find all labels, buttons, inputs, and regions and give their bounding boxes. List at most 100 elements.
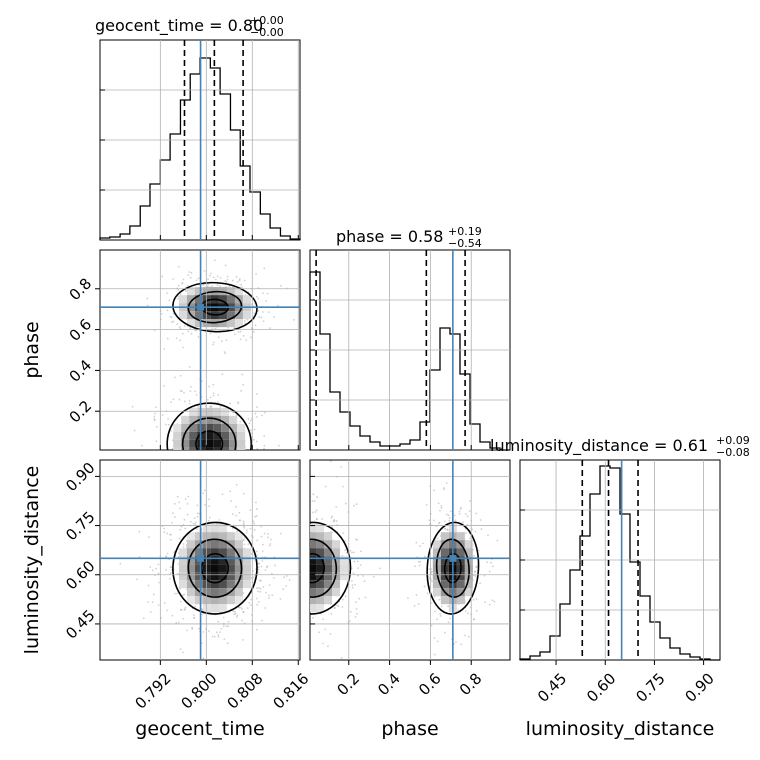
- density-cell: [316, 604, 325, 613]
- sample-point: [310, 509, 312, 511]
- sample-point: [224, 264, 227, 267]
- sample-point: [285, 550, 287, 552]
- sample-point: [237, 490, 239, 492]
- sample-point: [166, 532, 169, 535]
- sample-point: [280, 571, 282, 573]
- sample-point: [415, 594, 418, 596]
- sample-point: [252, 438, 255, 441]
- xlabel-luminosity-distance: luminosity_distance: [526, 718, 715, 740]
- density-cell: [194, 596, 203, 605]
- sample-point: [445, 513, 448, 516]
- sample-point: [276, 615, 278, 617]
- ylabel-luminosity-distance: luminosity_distance: [21, 466, 43, 655]
- sample-point: [308, 577, 310, 579]
- sample-point: [440, 605, 443, 608]
- sample-point: [189, 276, 192, 279]
- sample-point: [241, 638, 244, 641]
- density-cell: [340, 556, 349, 565]
- sample-point: [193, 455, 195, 457]
- sample-point: [300, 554, 302, 556]
- sample-point: [222, 455, 224, 457]
- sample-point: [208, 454, 210, 456]
- sample-point: [186, 513, 189, 516]
- sample-point: [335, 506, 338, 508]
- sample-point: [220, 466, 222, 468]
- density-cell: [178, 311, 187, 320]
- sample-point: [312, 493, 315, 496]
- sample-point: [307, 599, 309, 601]
- sample-point: [290, 593, 292, 595]
- sample-point: [257, 566, 260, 569]
- sample-point: [301, 544, 303, 546]
- sample-point: [158, 470, 160, 472]
- sample-point: [492, 565, 494, 568]
- sample-point: [197, 467, 199, 469]
- sample-point: [283, 549, 285, 551]
- density-cell: [226, 596, 235, 605]
- sample-point: [241, 373, 244, 376]
- sample-point: [473, 554, 475, 557]
- sample-point: [217, 465, 219, 467]
- density-cell: [324, 540, 333, 549]
- sample-point: [256, 416, 258, 418]
- sample-point: [255, 515, 258, 517]
- sample-point: [179, 293, 182, 296]
- sample-point: [322, 642, 324, 645]
- sample-point: [176, 461, 178, 463]
- sample-point: [331, 515, 334, 518]
- sample-point: [216, 275, 219, 278]
- sample-point: [166, 337, 169, 340]
- sample-point: [353, 560, 356, 563]
- sample-point: [434, 610, 436, 613]
- density-cell: [210, 548, 219, 557]
- sample-point: [212, 341, 215, 344]
- density-cell: [221, 464, 229, 472]
- sample-point: [181, 390, 183, 393]
- sample-point: [172, 320, 175, 323]
- sample-point: [351, 586, 354, 589]
- sample-point: [417, 603, 420, 605]
- sample-point: [177, 298, 179, 300]
- density-cell: [242, 548, 251, 557]
- title-luminosity-distance: luminosity_distance = 0.61 +0.09 −0.08: [490, 434, 750, 459]
- sample-point: [268, 544, 271, 547]
- sample-point: [178, 398, 181, 401]
- density-cell: [310, 572, 317, 581]
- sample-point: [219, 482, 221, 484]
- sample-point: [224, 352, 227, 355]
- sample-point: [211, 465, 213, 467]
- sample-point: [217, 633, 220, 636]
- density-cell: [292, 580, 300, 588]
- sample-point: [223, 456, 225, 458]
- sample-point: [233, 326, 236, 329]
- sample-point: [153, 418, 156, 420]
- sample-point: [358, 597, 361, 600]
- sample-point: [436, 640, 439, 643]
- density-cell: [189, 439, 198, 448]
- density-cell: [194, 532, 203, 541]
- sample-point: [211, 635, 214, 638]
- sample-point: [296, 564, 298, 566]
- density-cell: [194, 548, 203, 557]
- sample-point: [170, 521, 173, 524]
- density-cell: [218, 311, 227, 320]
- sample-point: [247, 417, 250, 420]
- sample-point: [285, 599, 287, 601]
- density-cell: [292, 556, 300, 564]
- sample-point: [202, 492, 204, 495]
- xtick-label-phase: 0.8: [456, 670, 486, 700]
- sample-point: [304, 531, 306, 533]
- sample-point: [445, 482, 448, 484]
- sample-point: [192, 451, 194, 453]
- density-cell: [189, 464, 197, 472]
- sample-point: [276, 554, 278, 556]
- sample-point: [254, 608, 256, 610]
- density-cell: [186, 596, 195, 605]
- sample-point: [308, 580, 310, 582]
- density-cell: [194, 319, 203, 328]
- sample-point: [187, 330, 190, 333]
- density-cell: [181, 439, 190, 448]
- contour-3: [426, 521, 480, 615]
- sample-point: [333, 518, 336, 521]
- density-cell: [213, 447, 222, 450]
